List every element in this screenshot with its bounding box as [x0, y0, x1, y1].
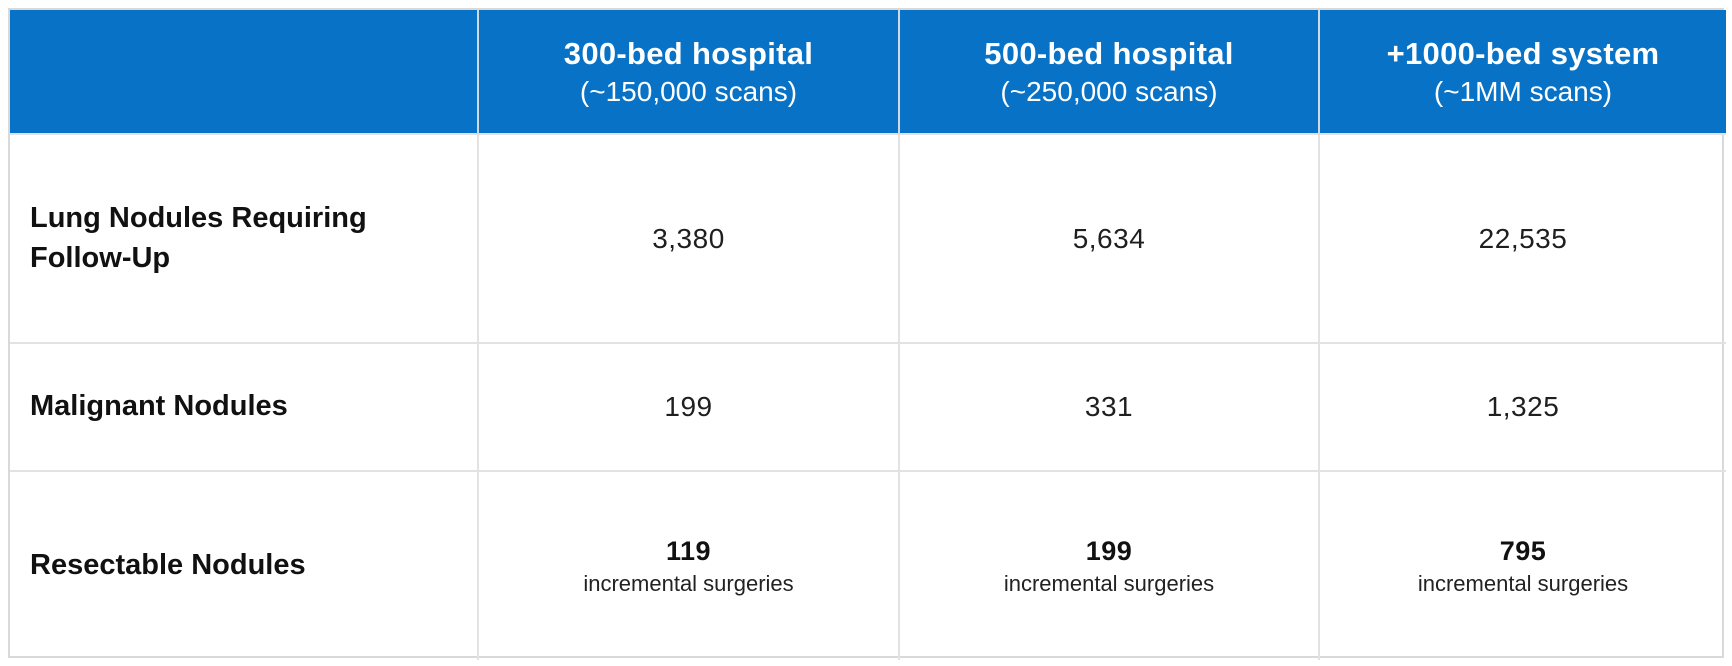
column-header-1000-bed: +1000-bed system (~1MM scans) [1320, 10, 1726, 135]
cell-resectable-500-bed: 199 incremental surgeries [900, 472, 1320, 660]
column-title: 300-bed hospital [563, 35, 814, 71]
cell-malignant-500-bed: 331 [900, 344, 1320, 472]
row-label-resectable-nodules: Resectable Nodules [10, 472, 479, 660]
column-header-300-bed: 300-bed hospital (~150,000 scans) [479, 10, 900, 135]
hospital-roi-table: 300-bed hospital (~150,000 scans) 500-be… [8, 8, 1726, 660]
cell-malignant-300-bed: 199 [479, 344, 900, 472]
column-title: +1000-bed system [1386, 35, 1660, 71]
cell-resectable-1000-bed: 795 incremental surgeries [1417, 535, 1629, 596]
row-label-malignant-nodules: Malignant Nodules [10, 344, 479, 472]
value-suffix: incremental surgeries [1417, 570, 1629, 596]
value-suffix: incremental surgeries [1003, 570, 1215, 596]
column-header-500-bed: 500-bed hospital (~250,000 scans) [900, 10, 1320, 135]
header-corner-cell [10, 10, 479, 135]
column-subtitle: (~250,000 scans) [1000, 75, 1218, 107]
value-suffix: incremental surgeries [583, 570, 794, 596]
column-subtitle: (~1MM scans) [1433, 75, 1613, 107]
cell-lung-nodules-300-bed: 3,380 [479, 135, 900, 344]
column-title: 500-bed hospital [984, 35, 1234, 71]
row-label-lung-nodules: Lung Nodules Requiring Follow-Up [10, 135, 479, 344]
cell-lung-nodules-1000-bed: 22,535 [1320, 135, 1726, 344]
cell-malignant-1000-bed: 1,325 [1320, 344, 1726, 472]
cell-lung-nodules-500-bed: 5,634 [900, 135, 1320, 344]
column-subtitle: (~150,000 scans) [579, 75, 798, 107]
cell-resectable-300-bed: 119 incremental surgeries [479, 472, 900, 660]
